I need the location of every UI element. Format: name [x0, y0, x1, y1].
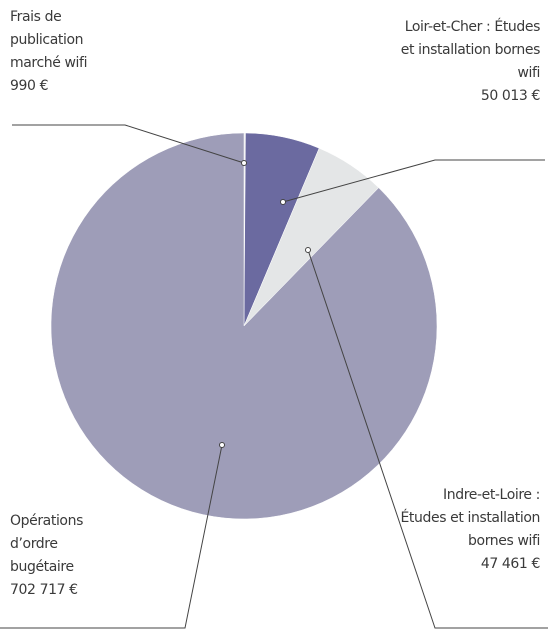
- slice-label: Loir-et-Cher : Études et installation bo…: [400, 16, 541, 108]
- leader-dot: [305, 247, 311, 253]
- slice-label: Indre-et-Loire : Études et installation …: [400, 484, 540, 576]
- value-label: 990 €: [10, 78, 49, 94]
- category-label: Opérations d’ordre bugétaire: [10, 513, 83, 575]
- slice-label: Opérations d’ordre bugétaire 702 717 €: [10, 510, 120, 602]
- leader-line: [282, 159, 545, 203]
- value-label: 50 013 €: [480, 88, 541, 104]
- leader-line: [0, 444, 223, 629]
- leader-line: [12, 124, 245, 164]
- leader-dot: [241, 160, 247, 166]
- pie-slice: [50, 132, 438, 520]
- category-label: Indre-et-Loire : Études et installation …: [400, 487, 540, 549]
- category-label: Frais de publication marché wifi: [10, 9, 88, 71]
- leader-dot: [219, 442, 225, 448]
- category-label: Loir-et-Cher : Études et installation bo…: [400, 19, 541, 81]
- slice-label: Frais de publication marché wifi 990 €: [10, 6, 120, 98]
- leader-line: [307, 249, 548, 629]
- value-label: 702 717 €: [10, 582, 78, 598]
- value-label: 47 461 €: [480, 556, 541, 572]
- leader-dot: [280, 199, 286, 205]
